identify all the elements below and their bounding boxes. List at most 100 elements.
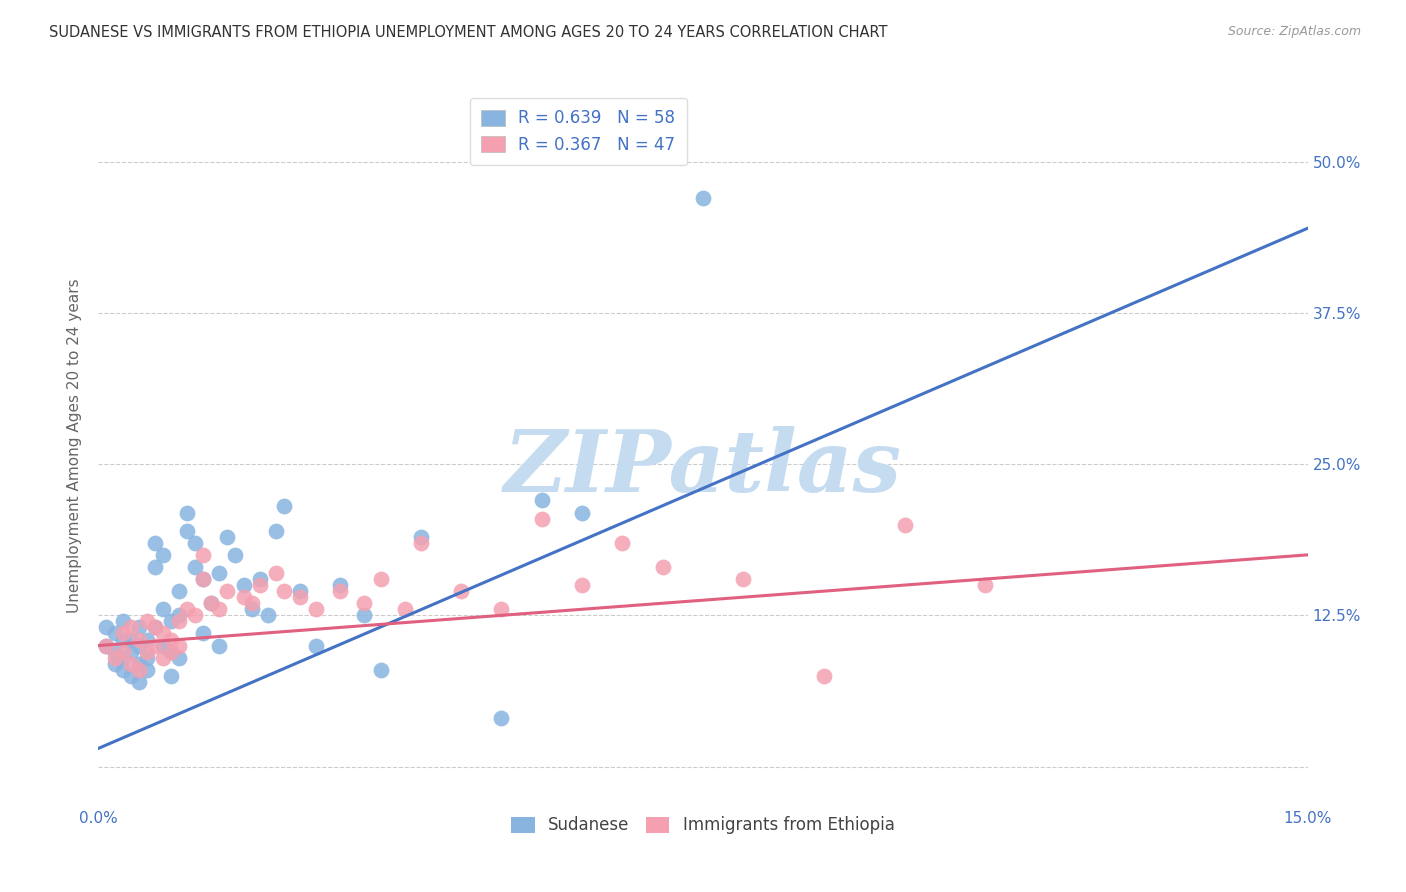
Point [160,645,183,659]
Point [288,590,311,604]
Point [193,572,215,586]
Point [120,620,142,634]
Point [167,650,190,665]
Point [96,639,118,653]
Point [305,602,328,616]
Point [167,615,190,629]
Point [128,639,150,653]
Point [176,524,198,538]
Point [692,191,714,205]
Point [733,572,755,586]
Point [111,615,134,629]
Point [273,584,295,599]
Point [184,608,207,623]
Point [409,530,432,544]
Point [353,608,375,623]
Point [143,560,166,574]
Point [128,657,150,671]
Point [217,530,239,544]
Point [184,560,207,574]
Point [208,639,231,653]
Point [167,608,190,623]
Point [256,608,278,623]
Point [249,572,271,586]
Point [160,669,183,683]
Point [491,602,513,616]
Point [135,615,157,629]
Legend: Sudanese, Immigrants from Ethiopia: Sudanese, Immigrants from Ethiopia [505,810,901,841]
Point [612,535,634,549]
Point [152,602,174,616]
Point [249,578,271,592]
Point [264,566,287,580]
Point [143,639,166,653]
Point [329,584,352,599]
Point [103,645,125,659]
Point [491,711,513,725]
Text: Source: ZipAtlas.com: Source: ZipAtlas.com [1227,25,1361,38]
Point [120,645,142,659]
Point [152,639,174,653]
Point [96,639,118,653]
Point [111,626,134,640]
Point [111,663,134,677]
Point [128,674,150,689]
Point [103,657,125,671]
Point [893,517,915,532]
Point [394,602,416,616]
Point [128,620,150,634]
Point [571,506,593,520]
Point [96,620,118,634]
Point [200,596,222,610]
Point [152,650,174,665]
Point [208,602,231,616]
Point [120,669,142,683]
Point [217,584,239,599]
Point [135,650,157,665]
Point [111,632,134,647]
Point [111,650,134,665]
Point [200,596,222,610]
Point [193,626,215,640]
Point [232,590,254,604]
Point [232,578,254,592]
Point [370,663,392,677]
Point [103,650,125,665]
Point [264,524,287,538]
Point [103,626,125,640]
Y-axis label: Unemployment Among Ages 20 to 24 years: Unemployment Among Ages 20 to 24 years [67,278,83,614]
Point [305,639,328,653]
Point [240,602,263,616]
Point [651,560,673,574]
Point [450,584,472,599]
Point [273,500,295,514]
Point [143,535,166,549]
Point [813,669,835,683]
Point [530,511,553,525]
Point [208,566,231,580]
Point [135,632,157,647]
Point [530,493,553,508]
Point [152,548,174,562]
Point [152,626,174,640]
Point [128,632,150,647]
Point [167,584,190,599]
Point [167,639,190,653]
Point [193,572,215,586]
Point [160,645,183,659]
Point [184,535,207,549]
Point [409,535,432,549]
Point [193,548,215,562]
Point [143,620,166,634]
Point [974,578,997,592]
Point [120,632,142,647]
Point [160,632,183,647]
Point [128,663,150,677]
Point [143,620,166,634]
Point [176,506,198,520]
Point [111,645,134,659]
Point [224,548,246,562]
Point [120,657,142,671]
Point [571,578,593,592]
Point [353,596,375,610]
